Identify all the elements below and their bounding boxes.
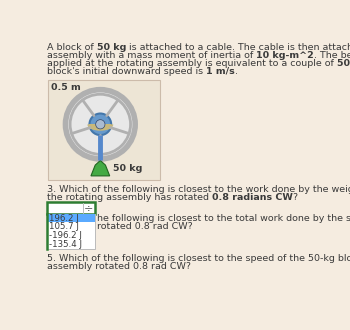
- Text: rotated 0.8 rad CW?: rotated 0.8 rad CW?: [97, 222, 193, 231]
- Polygon shape: [91, 160, 110, 176]
- FancyBboxPatch shape: [47, 214, 95, 222]
- Text: block's initial downward speed is: block's initial downward speed is: [47, 67, 206, 76]
- Circle shape: [90, 114, 111, 135]
- FancyBboxPatch shape: [47, 202, 95, 214]
- Text: -196.2 J: -196.2 J: [49, 231, 82, 240]
- Text: applied at the rotating assembly is equivalent to a couple of: applied at the rotating assembly is equi…: [47, 59, 337, 68]
- Text: ?: ?: [293, 193, 298, 202]
- Text: 50 kg: 50 kg: [97, 44, 126, 52]
- Text: 50 N-m: 50 N-m: [337, 59, 350, 68]
- Text: 0.8 radians CW: 0.8 radians CW: [212, 193, 293, 202]
- Text: .: .: [235, 67, 238, 76]
- Circle shape: [96, 120, 105, 129]
- Text: ÷: ÷: [84, 203, 93, 213]
- Text: A block of: A block of: [47, 44, 97, 52]
- Text: . The bearing friction: . The bearing friction: [314, 51, 350, 60]
- Text: assembly rotated 0.8 rad CW?: assembly rotated 0.8 rad CW?: [47, 262, 191, 271]
- Text: 10 kg-m^2: 10 kg-m^2: [256, 51, 314, 60]
- Text: 1 m/s: 1 m/s: [206, 67, 235, 76]
- FancyBboxPatch shape: [47, 214, 95, 249]
- Text: is attached to a cable. The cable is then attached to a rotating: is attached to a cable. The cable is the…: [126, 44, 350, 52]
- Text: he following is closest to the total work done by the system after the rotating: he following is closest to the total wor…: [97, 214, 350, 223]
- Text: 50 kg: 50 kg: [113, 164, 142, 173]
- Text: the rotating assembly has rotated: the rotating assembly has rotated: [47, 193, 212, 202]
- Text: 0.5 m: 0.5 m: [51, 83, 80, 92]
- Text: -135.4 J: -135.4 J: [49, 240, 82, 249]
- FancyBboxPatch shape: [90, 124, 111, 129]
- Text: 196.2 J: 196.2 J: [49, 214, 79, 222]
- Text: 5. Which of the following is closest to the speed of the 50-kg block after the r: 5. Which of the following is closest to …: [47, 254, 350, 263]
- FancyBboxPatch shape: [48, 80, 160, 180]
- Text: 105.7 J: 105.7 J: [49, 222, 79, 231]
- Text: 3. Which of the following is closest to the work done by the weight of the 50-kg: 3. Which of the following is closest to …: [47, 185, 350, 194]
- Text: assembly with a mass moment of inertia of: assembly with a mass moment of inertia o…: [47, 51, 256, 60]
- Circle shape: [65, 90, 135, 159]
